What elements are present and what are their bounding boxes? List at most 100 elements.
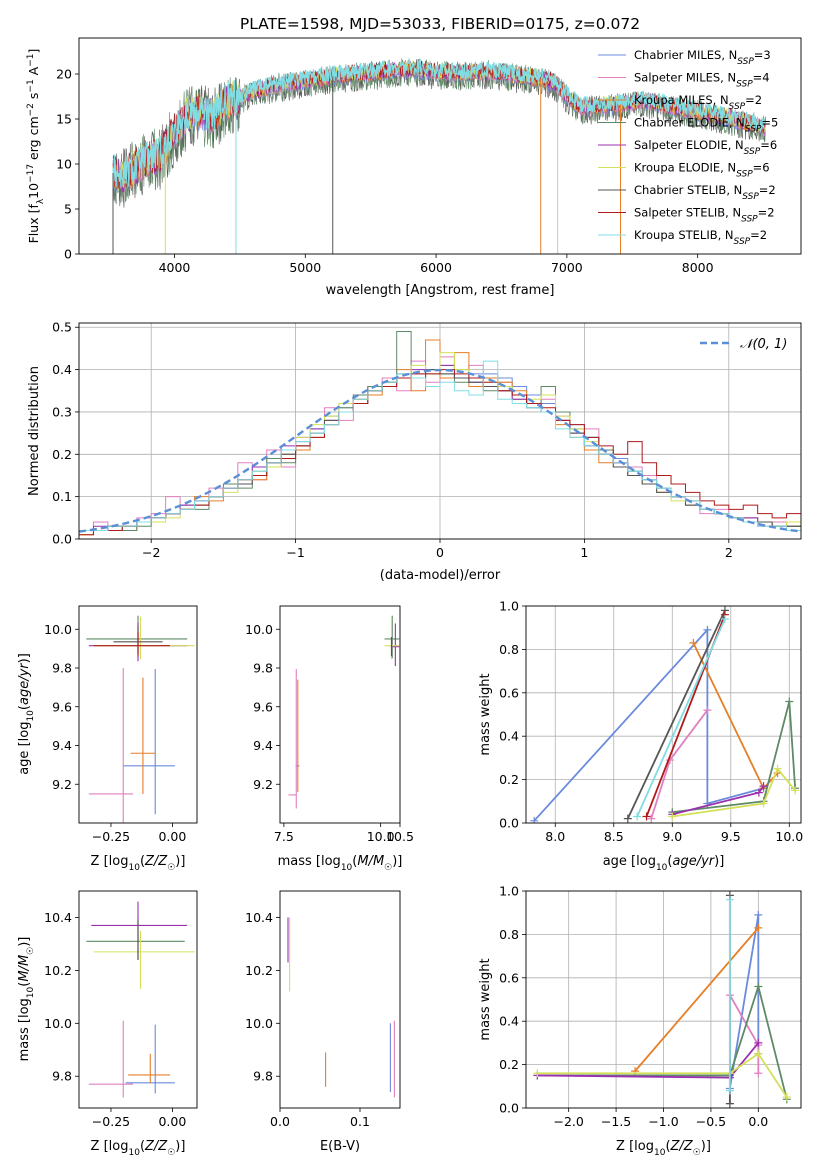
x-tick-label: 0.1 xyxy=(350,1114,370,1129)
label-fragment: M/M xyxy=(357,854,384,869)
label-fragment: SSP xyxy=(741,215,758,225)
label-fragment: SSP xyxy=(729,102,746,112)
y-tick-label: 0.3 xyxy=(52,404,72,419)
y-tick-label: 0.4 xyxy=(52,362,72,377)
weight-marker xyxy=(623,814,632,823)
label-fragment: Z/Z xyxy=(144,1139,168,1154)
label-fragment: 10 xyxy=(656,863,668,873)
legend-entry: Kroupa ELODIE, NSSP=6 xyxy=(634,161,770,180)
x-tick-label: 2 xyxy=(725,545,733,560)
label-fragment: ( xyxy=(352,854,357,869)
legend-entry: Salpeter STELIB, NSSP=2 xyxy=(634,206,775,225)
axes-frame xyxy=(78,37,802,255)
legend-entry: Salpeter ELODIE, NSSP=6 xyxy=(634,138,777,157)
label-fragment: Z [log xyxy=(91,1139,129,1154)
plot-area xyxy=(530,606,800,823)
weight-marker xyxy=(725,1086,734,1095)
label-fragment: =5 xyxy=(761,116,778,130)
label-fragment: Salpeter ELODIE, N xyxy=(634,138,744,152)
panel-residuals: −2 −1 0 1 2 0.0 0.1 0.2 0.3 0.4 0.5 𝒩(0, 1) (data-mo… xyxy=(27,320,802,583)
weight-marker xyxy=(725,895,734,904)
weight-series xyxy=(672,766,796,818)
label-fragment: =4 xyxy=(753,71,770,85)
plot-area xyxy=(112,57,766,254)
axes-frame xyxy=(78,322,802,540)
y-tick-label: 10.2 xyxy=(44,963,72,978)
y-tick-label: 1.0 xyxy=(499,884,519,899)
y-tick-label: 0.1 xyxy=(52,489,72,504)
x-tick-label: −1.5 xyxy=(601,1114,631,1129)
x-axis-label: mass [log10(M/M☉)] xyxy=(278,854,403,873)
legend-entry: Chabrier STELIB, NSSP=2 xyxy=(634,183,776,202)
y-tick-label: 1.0 xyxy=(499,599,519,614)
weight-series xyxy=(626,609,726,820)
axes-frame xyxy=(78,605,198,824)
axes-frame xyxy=(525,605,802,824)
weight-marker xyxy=(754,1049,763,1058)
label-fragment: age/yr xyxy=(672,854,715,869)
label-fragment: =2 xyxy=(750,228,767,242)
label-fragment: =6 xyxy=(760,138,777,152)
label-fragment: Salpeter MILES, N xyxy=(634,71,736,85)
y-tick-label: 0.6 xyxy=(499,970,519,985)
weight-marker xyxy=(754,923,763,932)
x-tick-label: 6000 xyxy=(420,260,452,275)
weight-marker xyxy=(703,625,712,634)
label-fragment: ☉ xyxy=(384,863,392,873)
label-fragment: )] xyxy=(17,653,32,663)
legend-entry: Kroupa MILES, NSSP=2 xyxy=(634,93,762,112)
panel-age_vs_Z: −0.25 0.009.29.49.69.810.0Z [log10(Z/Z☉)]… xyxy=(17,605,198,873)
label-fragment: ☉ xyxy=(26,947,36,955)
label-fragment: mass [log xyxy=(17,998,32,1061)
weight-marker xyxy=(782,1093,791,1102)
weight-series xyxy=(634,927,760,1072)
plot-area xyxy=(86,901,195,1098)
label-fragment: )] xyxy=(17,937,32,947)
label-fragment: SSP xyxy=(736,80,753,90)
label-fragment: age/yr xyxy=(17,662,32,705)
label-fragment: ( xyxy=(667,854,672,869)
weight-marker xyxy=(647,814,656,823)
axes-frame xyxy=(279,890,401,1109)
y-tick-label: 10.0 xyxy=(245,1016,273,1031)
x-tick-label: −1.0 xyxy=(648,1114,678,1129)
legend-entry: Kroupa STELIB, NSSP=2 xyxy=(634,228,767,247)
x-tick-label: 0.00 xyxy=(158,1114,186,1129)
x-tick-label: 0.0 xyxy=(270,1114,290,1129)
x-axis-label: Z [log10(Z/Z☉)] xyxy=(91,1139,186,1158)
weight-marker xyxy=(533,1069,542,1078)
label-fragment: SSP xyxy=(745,125,762,135)
label-fragment: =3 xyxy=(754,48,771,62)
label-fragment: 10 xyxy=(654,1148,666,1158)
x-tick-label: 8000 xyxy=(682,260,714,275)
label-fragment: =6 xyxy=(753,161,770,175)
legend-entry: Salpeter MILES, NSSP=4 xyxy=(634,71,770,90)
label-fragment: −2 xyxy=(26,103,36,116)
weight-series xyxy=(537,1052,788,1098)
label-fragment: =2 xyxy=(745,93,762,107)
y-tick-label: 10.0 xyxy=(44,622,72,637)
y-tick-label: 0.5 xyxy=(52,320,72,335)
axes-frame xyxy=(279,605,401,824)
x-axis-label: age [log10(age/yr)] xyxy=(603,854,725,873)
plot-area xyxy=(86,615,195,823)
label-fragment: ( xyxy=(17,982,32,987)
x-tick-label: 9.5 xyxy=(721,829,741,844)
weight-marker xyxy=(785,697,794,706)
y-tick-label: 9.8 xyxy=(253,661,273,676)
y-axis-label: age [log10(age/yr)] xyxy=(17,653,36,775)
label-fragment: ( xyxy=(140,854,145,869)
y-tick-label: 0 xyxy=(64,247,72,262)
y-tick-label: 10.4 xyxy=(245,910,273,925)
weight-marker xyxy=(754,982,763,991)
x-tick-label: 4000 xyxy=(159,260,191,275)
axes-frame xyxy=(525,890,802,1109)
weight-marker xyxy=(773,764,782,773)
weight-marker xyxy=(633,812,642,821)
y-tick-label: 20 xyxy=(56,67,72,82)
x-tick-label: 8.5 xyxy=(604,829,624,844)
y-tick-label: 9.6 xyxy=(52,699,72,714)
label-fragment: 10 xyxy=(26,183,41,199)
weight-marker xyxy=(668,812,677,821)
